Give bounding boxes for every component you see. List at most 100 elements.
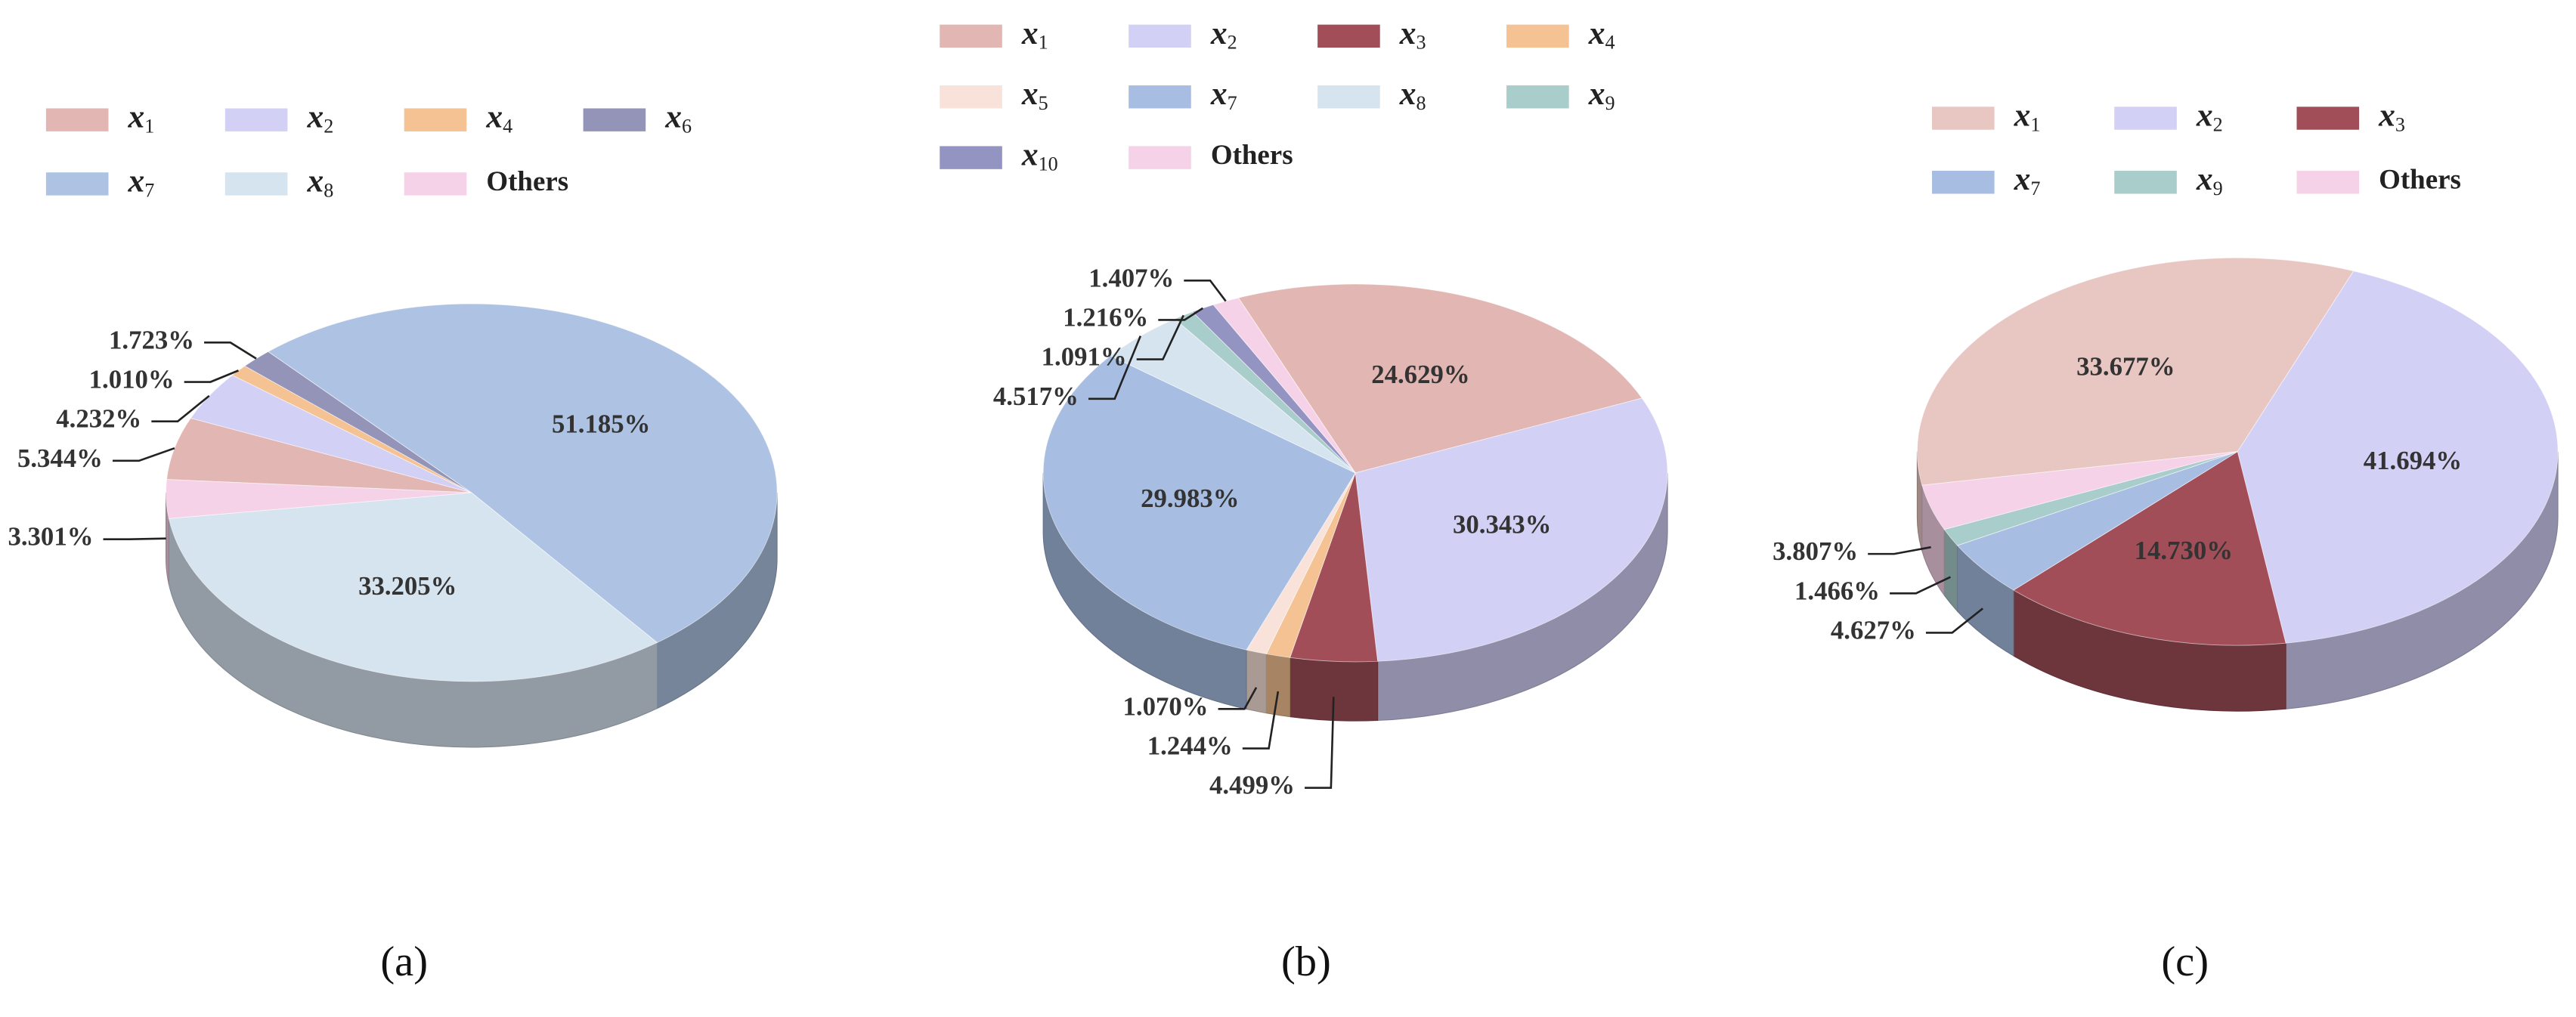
leader-line bbox=[1925, 607, 1983, 634]
legend-swatch bbox=[1506, 24, 1569, 48]
value-label: 33.677% bbox=[2076, 352, 2175, 382]
legend-label: Others bbox=[2379, 164, 2461, 195]
legend-label: x6 bbox=[664, 99, 692, 138]
caption: (c) bbox=[2161, 938, 2209, 985]
value-label: 1.216% bbox=[1063, 302, 1148, 332]
legend-label: x9 bbox=[1588, 76, 1615, 114]
pie-chart: 51.185% 33.205% 1.723% 1.010% 4.232% 5.344% 3.… bbox=[8, 99, 778, 985]
pie-slice bbox=[1212, 297, 1356, 474]
legend-swatch bbox=[2296, 107, 2360, 130]
pie-chart: 33.677% 41.694% 14.730% 3.807% 1.466% 4.627% x… bbox=[1773, 97, 2559, 985]
value-label: 3.807% bbox=[1773, 536, 1858, 566]
legend-label: x2 bbox=[1210, 15, 1237, 54]
leader-line bbox=[184, 369, 239, 383]
value-label: 1.070% bbox=[1123, 691, 1209, 721]
leader-line bbox=[1305, 697, 1335, 789]
legend-label: x2 bbox=[306, 99, 333, 138]
legend-swatch bbox=[224, 108, 288, 131]
leader-line bbox=[1184, 279, 1227, 302]
legend-swatch bbox=[1129, 146, 1191, 169]
value-label: 1.723% bbox=[109, 325, 194, 354]
legend-label: x3 bbox=[2378, 97, 2405, 135]
legend-swatch bbox=[404, 108, 467, 131]
slice-side bbox=[1265, 653, 1291, 718]
pie-slice bbox=[2237, 270, 2559, 644]
slice-side bbox=[1246, 649, 1267, 714]
value-label: 1.466% bbox=[1794, 576, 1880, 605]
value-label: 51.185% bbox=[552, 409, 650, 438]
value-label: 24.629% bbox=[1371, 360, 1469, 389]
value-label: 3.301% bbox=[8, 522, 93, 552]
legend-swatch bbox=[1506, 85, 1569, 109]
legend-swatch bbox=[2114, 107, 2177, 130]
legend-label: x2 bbox=[2196, 97, 2223, 135]
legend-swatch bbox=[45, 108, 109, 131]
legend-swatch bbox=[1129, 85, 1191, 109]
value-label: 33.205% bbox=[358, 571, 457, 601]
value-label: 29.983% bbox=[1141, 484, 1239, 513]
pie-sides bbox=[1916, 451, 2559, 712]
pie-slice bbox=[166, 479, 472, 519]
legend-label: x8 bbox=[306, 162, 333, 201]
value-label: 5.344% bbox=[17, 444, 103, 473]
legend-swatch bbox=[583, 108, 646, 131]
pie-slice bbox=[2013, 451, 2287, 646]
value-label: 41.694% bbox=[2364, 446, 2462, 475]
legend-swatch bbox=[940, 85, 1002, 109]
pie-slice bbox=[1042, 355, 1356, 651]
legend-swatch bbox=[1931, 171, 1995, 194]
leader-line bbox=[1136, 314, 1184, 360]
legend-swatch bbox=[1317, 85, 1380, 109]
value-label: 1.010% bbox=[89, 365, 175, 394]
leader-line bbox=[1218, 687, 1258, 710]
pie-slice bbox=[1917, 257, 2355, 486]
legend-label: x3 bbox=[1399, 15, 1426, 54]
legend-label: x9 bbox=[2196, 161, 2223, 199]
legend-label: x1 bbox=[128, 99, 155, 138]
legend-label: x10 bbox=[1021, 137, 1058, 175]
legend-swatch bbox=[224, 172, 288, 196]
pie-slice bbox=[166, 417, 472, 493]
legend-label: Others bbox=[1211, 139, 1293, 170]
leader-line bbox=[1868, 546, 1931, 555]
value-label: 1.091% bbox=[1042, 342, 1127, 372]
pie-slice bbox=[1921, 451, 2238, 530]
value-label: 4.627% bbox=[1831, 615, 1916, 645]
value-label: 1.407% bbox=[1088, 263, 1174, 292]
legend-swatch bbox=[940, 24, 1002, 48]
legend-swatch bbox=[2296, 171, 2360, 194]
leader-line bbox=[151, 394, 210, 422]
legend-swatch bbox=[45, 172, 109, 196]
legend-label: x7 bbox=[2014, 161, 2041, 199]
legend-label: x7 bbox=[128, 162, 155, 201]
legend-label: x5 bbox=[1021, 76, 1048, 114]
pie-slice bbox=[1237, 283, 1643, 474]
value-label: 14.730% bbox=[2135, 536, 2233, 565]
legend-label: x4 bbox=[485, 99, 512, 138]
legend-label: x7 bbox=[1210, 76, 1237, 114]
leader-line bbox=[204, 342, 257, 360]
leader-line bbox=[112, 447, 175, 462]
pie-slice bbox=[168, 492, 658, 682]
caption: (b) bbox=[1281, 938, 1331, 985]
pie-chart: 24.629% 30.343% 29.983% 1.407% 1.216% 1.091% 4… bbox=[940, 15, 1668, 985]
legend-swatch bbox=[1129, 24, 1191, 48]
legend-swatch bbox=[404, 172, 467, 196]
value-label: 30.343% bbox=[1453, 509, 1551, 539]
value-label: 4.517% bbox=[993, 382, 1079, 411]
leader-line bbox=[1158, 307, 1204, 321]
legend-swatch bbox=[1317, 24, 1380, 48]
legend-label: x1 bbox=[1021, 15, 1048, 54]
legend-label: x4 bbox=[1588, 15, 1615, 54]
legend-label: x1 bbox=[2014, 97, 2041, 135]
value-label: 4.499% bbox=[1209, 771, 1295, 800]
legend-label: x8 bbox=[1399, 76, 1426, 114]
leader-line bbox=[1088, 335, 1142, 400]
value-label: 1.244% bbox=[1147, 731, 1233, 761]
leader-line bbox=[1242, 691, 1280, 750]
pie-slice bbox=[1355, 397, 1668, 662]
pie-slice bbox=[268, 303, 778, 644]
leader-line bbox=[1890, 576, 1951, 595]
